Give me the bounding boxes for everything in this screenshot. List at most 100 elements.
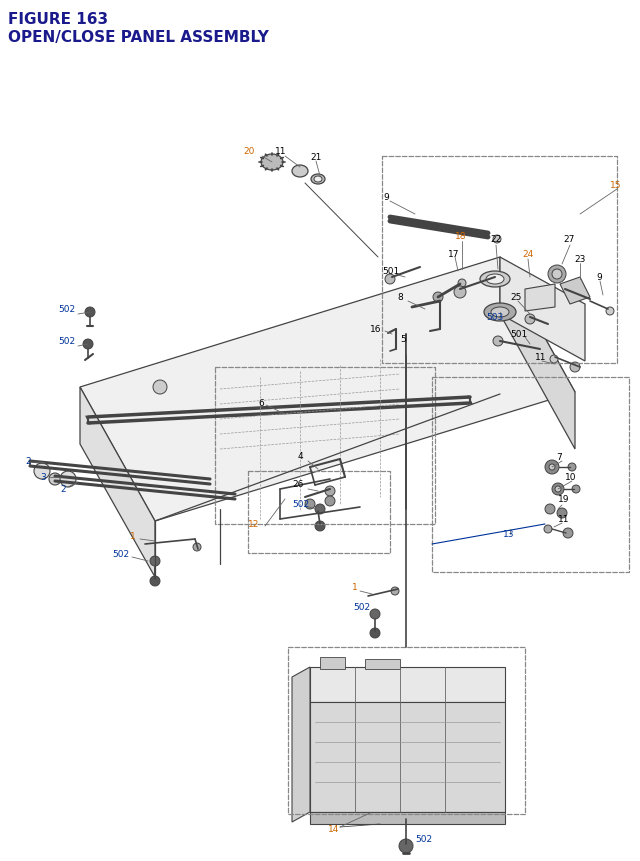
Text: 9: 9 xyxy=(383,193,388,202)
Text: 16: 16 xyxy=(370,325,381,334)
Ellipse shape xyxy=(480,272,510,288)
Circle shape xyxy=(458,280,466,288)
Circle shape xyxy=(325,486,335,497)
Text: 22: 22 xyxy=(490,235,501,245)
Circle shape xyxy=(60,472,76,487)
Text: 12: 12 xyxy=(248,520,259,529)
Text: 9: 9 xyxy=(596,273,602,282)
Text: 10: 10 xyxy=(565,473,577,482)
Text: 24: 24 xyxy=(522,251,533,259)
Circle shape xyxy=(563,529,573,538)
Circle shape xyxy=(305,499,315,510)
Circle shape xyxy=(545,461,559,474)
Text: 503: 503 xyxy=(486,313,503,322)
Text: 502: 502 xyxy=(58,305,75,314)
Bar xyxy=(310,812,505,824)
Circle shape xyxy=(315,522,325,531)
Polygon shape xyxy=(310,667,505,703)
Polygon shape xyxy=(500,257,575,449)
Circle shape xyxy=(550,356,558,363)
Circle shape xyxy=(385,275,395,285)
Polygon shape xyxy=(560,278,590,305)
Circle shape xyxy=(549,464,555,470)
Polygon shape xyxy=(80,257,575,522)
Text: 502: 502 xyxy=(415,834,432,844)
Polygon shape xyxy=(525,285,555,312)
Text: 11: 11 xyxy=(558,515,570,523)
Circle shape xyxy=(315,505,325,514)
Ellipse shape xyxy=(314,177,322,183)
Circle shape xyxy=(568,463,576,472)
Circle shape xyxy=(493,337,503,347)
Ellipse shape xyxy=(484,304,516,322)
Circle shape xyxy=(454,287,466,299)
Circle shape xyxy=(570,362,580,373)
Text: 25: 25 xyxy=(510,293,522,302)
Circle shape xyxy=(49,474,61,486)
Text: 14: 14 xyxy=(328,825,339,833)
Polygon shape xyxy=(80,387,155,578)
Text: 20: 20 xyxy=(243,147,254,157)
Circle shape xyxy=(150,556,160,567)
Circle shape xyxy=(85,307,95,318)
Text: 3: 3 xyxy=(40,473,45,482)
Text: 11: 11 xyxy=(535,353,547,362)
Text: 17: 17 xyxy=(448,251,460,259)
Ellipse shape xyxy=(491,307,509,318)
Text: 8: 8 xyxy=(397,293,403,302)
Text: 4: 4 xyxy=(298,452,303,461)
Text: 1: 1 xyxy=(352,583,358,592)
Text: 11: 11 xyxy=(275,147,287,157)
Circle shape xyxy=(525,314,535,325)
Text: 6: 6 xyxy=(258,399,264,408)
Polygon shape xyxy=(500,257,585,362)
Circle shape xyxy=(552,483,564,495)
Text: 502: 502 xyxy=(353,603,370,612)
Polygon shape xyxy=(310,703,505,812)
Text: 501: 501 xyxy=(510,330,527,339)
Circle shape xyxy=(391,587,399,595)
Circle shape xyxy=(325,497,335,506)
Text: 15: 15 xyxy=(610,180,621,189)
Text: FIGURE 163: FIGURE 163 xyxy=(8,12,108,27)
Circle shape xyxy=(433,293,443,303)
Text: 18: 18 xyxy=(455,232,467,241)
Text: 7: 7 xyxy=(556,453,562,462)
Text: 502: 502 xyxy=(112,550,129,559)
Bar xyxy=(365,660,400,669)
Circle shape xyxy=(557,508,567,518)
Text: 19: 19 xyxy=(558,495,570,504)
Circle shape xyxy=(34,463,50,480)
Circle shape xyxy=(399,839,413,853)
Ellipse shape xyxy=(486,275,504,285)
Circle shape xyxy=(370,610,380,619)
Text: 2: 2 xyxy=(25,457,31,466)
Text: 1: 1 xyxy=(130,532,136,541)
Circle shape xyxy=(150,576,160,586)
Ellipse shape xyxy=(311,175,325,185)
Circle shape xyxy=(545,505,555,514)
Polygon shape xyxy=(292,667,310,822)
Circle shape xyxy=(606,307,614,316)
Text: 501: 501 xyxy=(382,267,399,276)
Circle shape xyxy=(555,486,561,492)
Circle shape xyxy=(572,486,580,493)
Text: OPEN/CLOSE PANEL ASSEMBLY: OPEN/CLOSE PANEL ASSEMBLY xyxy=(8,30,269,45)
Circle shape xyxy=(193,543,201,551)
Circle shape xyxy=(548,266,566,283)
Circle shape xyxy=(544,525,552,533)
Text: 21: 21 xyxy=(310,152,321,161)
Text: 26: 26 xyxy=(292,480,303,489)
Circle shape xyxy=(153,381,167,394)
Text: 27: 27 xyxy=(563,235,574,245)
Ellipse shape xyxy=(292,166,308,177)
Circle shape xyxy=(83,339,93,350)
Text: 5: 5 xyxy=(400,335,406,344)
Ellipse shape xyxy=(261,155,283,170)
Circle shape xyxy=(370,629,380,638)
Bar xyxy=(320,657,345,669)
Circle shape xyxy=(552,269,562,280)
Text: 502: 502 xyxy=(58,338,75,346)
Text: 502: 502 xyxy=(292,500,309,509)
Circle shape xyxy=(493,236,501,244)
